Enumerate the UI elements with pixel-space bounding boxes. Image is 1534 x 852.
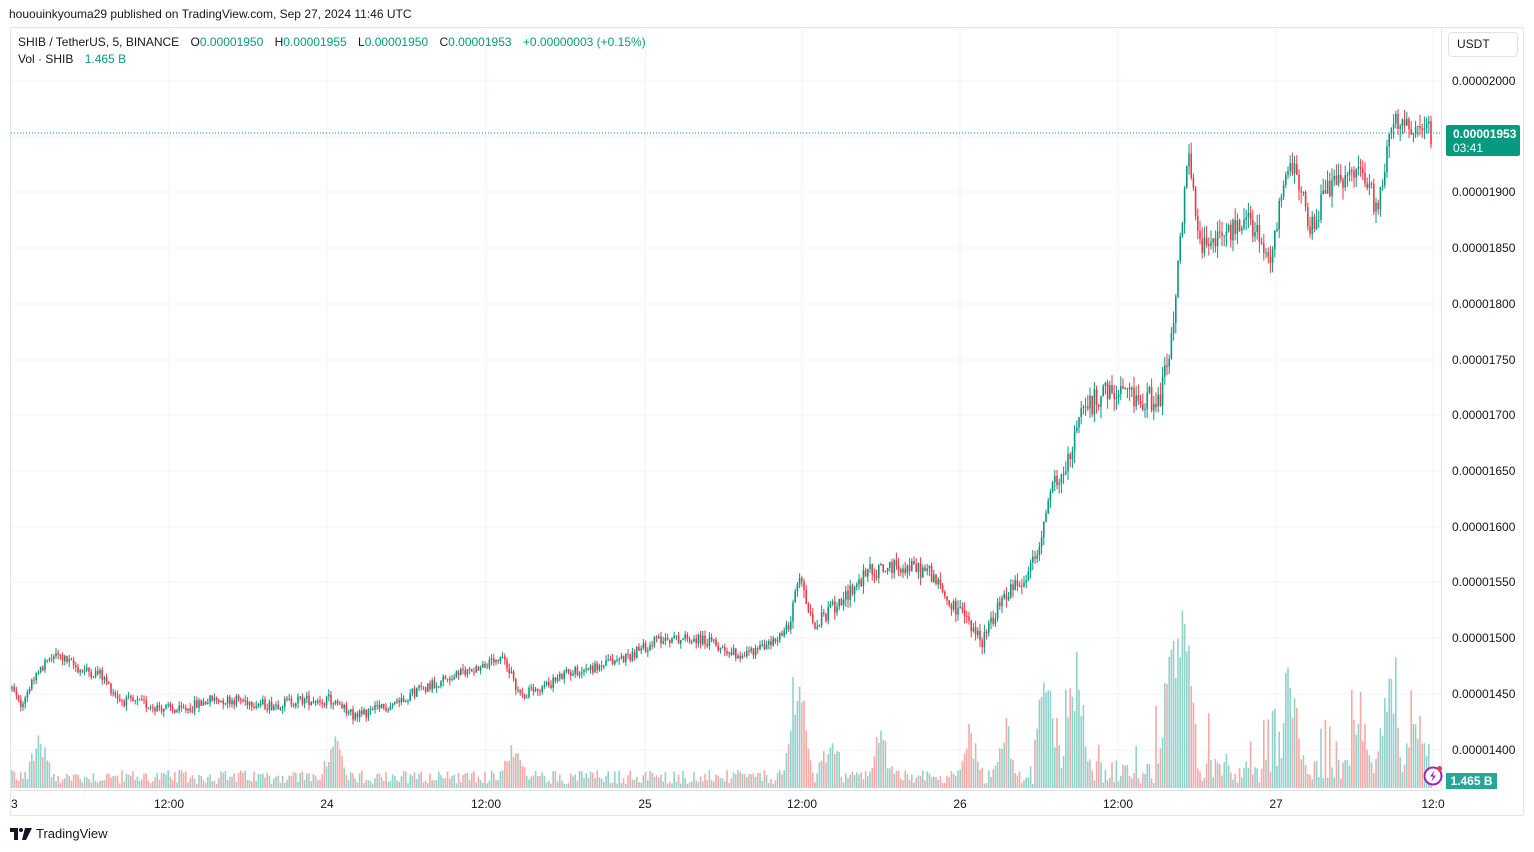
volume-label[interactable]: Vol · SHIB — [18, 52, 74, 66]
time-tick: 25 — [638, 797, 652, 811]
ohlc-row: SHIB / TetherUS, 5, BINANCE O0.00001950 … — [18, 34, 646, 51]
time-tick: 26 — [953, 797, 967, 811]
last-price-value: 0.00001953 — [1453, 127, 1517, 141]
price-tick: 0.00001600 — [1452, 520, 1516, 534]
time-tick: 12:00 — [470, 797, 502, 811]
price-tick: 0.00001800 — [1452, 297, 1516, 311]
bar-countdown: 03:41 — [1453, 141, 1484, 155]
volume-value: 1.465 B — [84, 52, 127, 66]
low-label: L — [358, 35, 365, 49]
volume-row: Vol · SHIB 1.465 B — [18, 51, 646, 68]
footer: TradingView — [10, 826, 108, 841]
open-label: O — [190, 35, 200, 49]
price-tick: 0.00001700 — [1452, 408, 1516, 422]
chart-legend: SHIB / TetherUS, 5, BINANCE O0.00001950 … — [18, 34, 646, 68]
price-tick: 0.00001450 — [1452, 687, 1516, 701]
high-label: H — [274, 35, 284, 49]
time-tick: 12:0 — [1421, 797, 1445, 811]
tradingview-logo-icon — [10, 827, 32, 840]
currency-selector[interactable]: USDT — [1448, 32, 1518, 57]
candlestick-chart[interactable] — [11, 28, 1441, 790]
price-tick: 0.00001400 — [1452, 743, 1516, 757]
time-tick: 12:00 — [153, 797, 185, 811]
chart-frame — [10, 27, 1524, 816]
time-axis[interactable] — [11, 790, 1441, 817]
price-tick: 0.00001500 — [1452, 631, 1516, 645]
time-tick: 12:00 — [786, 797, 818, 811]
price-tick: 0.00001900 — [1452, 185, 1516, 199]
price-axis[interactable] — [1441, 28, 1524, 790]
low-value: 0.00001950 — [364, 35, 429, 49]
price-tick: 0.00001850 — [1452, 241, 1516, 255]
time-tick: 12:00 — [1102, 797, 1134, 811]
high-value: 0.00001955 — [283, 35, 347, 49]
tradingview-brand[interactable]: TradingView — [36, 826, 108, 841]
open-value: 0.00001950 — [199, 35, 264, 49]
volume-badge: 1.465 B — [1446, 773, 1497, 789]
price-tick: 0.00002000 — [1452, 74, 1516, 88]
close-value: 0.00001953 — [448, 35, 512, 49]
price-tick: 0.00001750 — [1452, 353, 1516, 367]
lightning-alert-icon[interactable] — [1422, 764, 1444, 786]
time-tick: 27 — [1269, 797, 1283, 811]
price-tick: 0.00001650 — [1452, 464, 1516, 478]
close-label: C — [439, 35, 449, 49]
symbol-label[interactable]: SHIB / TetherUS, 5, BINANCE — [18, 35, 180, 49]
publish-info: hououinkyouma29 published on TradingView… — [9, 7, 412, 21]
price-tick: 0.00001550 — [1452, 575, 1516, 589]
last-price-badge: 0.00001953 03:41 — [1446, 125, 1520, 156]
time-tick: 3 — [11, 797, 18, 811]
change-value: +0.00000003 (+0.15%) — [522, 35, 646, 49]
time-tick: 24 — [320, 797, 334, 811]
